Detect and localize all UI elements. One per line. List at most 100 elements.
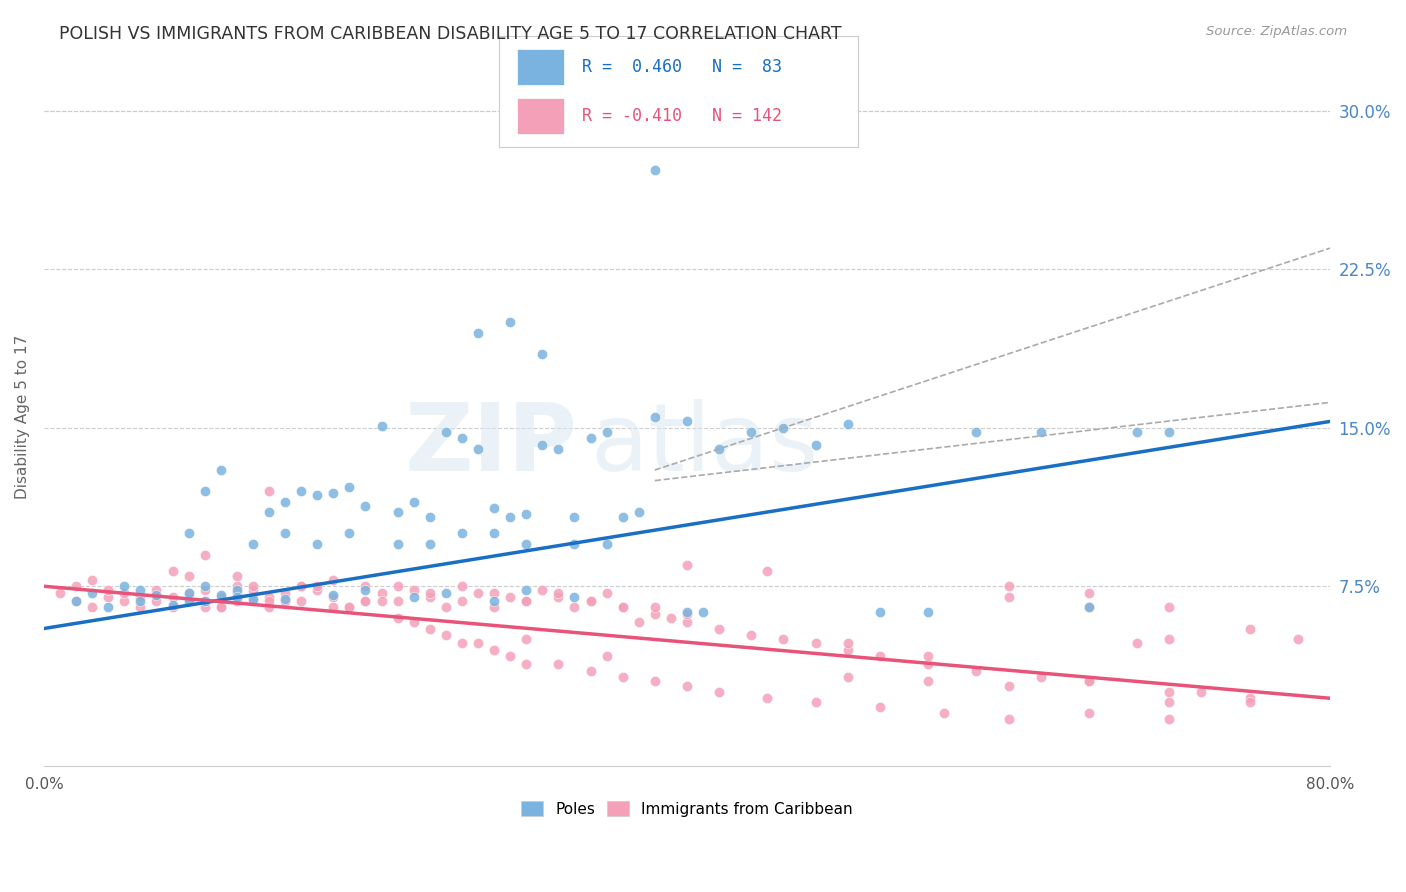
Legend: Poles, Immigrants from Caribbean: Poles, Immigrants from Caribbean <box>513 794 860 824</box>
Point <box>676 558 699 573</box>
Point <box>209 600 232 615</box>
Point <box>997 579 1019 593</box>
Point <box>804 636 827 650</box>
Point <box>482 594 505 608</box>
Point <box>129 583 152 598</box>
Point <box>1077 585 1099 599</box>
Point <box>451 594 474 608</box>
Point <box>434 600 457 615</box>
Point <box>290 484 312 499</box>
Point <box>49 585 72 599</box>
Point <box>531 438 554 452</box>
Point <box>1159 712 1181 726</box>
Point <box>482 585 505 599</box>
Point <box>354 579 377 593</box>
Point <box>97 600 120 615</box>
Point <box>451 526 474 541</box>
Point <box>402 583 425 598</box>
Point <box>274 594 297 608</box>
Point <box>1159 696 1181 710</box>
Point <box>451 579 474 593</box>
Point <box>564 600 586 615</box>
Point <box>112 594 135 608</box>
Point <box>387 537 409 551</box>
Point <box>1077 706 1099 720</box>
Point <box>97 583 120 598</box>
Point <box>257 590 280 604</box>
Point <box>225 590 247 604</box>
Point <box>499 315 522 329</box>
Point <box>387 611 409 625</box>
Point <box>257 505 280 519</box>
Point <box>869 605 891 619</box>
Point <box>934 706 956 720</box>
Point <box>1286 632 1309 646</box>
Point <box>274 526 297 541</box>
Point <box>644 674 666 689</box>
Point <box>869 648 891 663</box>
Point <box>595 537 617 551</box>
Point <box>692 605 714 619</box>
Point <box>564 590 586 604</box>
Point <box>129 594 152 608</box>
Point <box>274 585 297 599</box>
Point <box>997 712 1019 726</box>
Point <box>434 585 457 599</box>
Point <box>370 585 392 599</box>
Point <box>612 509 634 524</box>
Point <box>242 591 264 606</box>
Point <box>145 583 167 598</box>
Point <box>740 425 762 439</box>
Point <box>1126 425 1149 439</box>
Point <box>194 594 217 608</box>
Point <box>612 600 634 615</box>
Point <box>547 585 569 599</box>
Point <box>772 632 794 646</box>
Text: R =  0.460   N =  83: R = 0.460 N = 83 <box>582 58 782 76</box>
Point <box>257 594 280 608</box>
Point <box>162 565 184 579</box>
Point <box>209 600 232 615</box>
Point <box>644 600 666 615</box>
Point <box>644 163 666 178</box>
Point <box>756 691 779 706</box>
Point <box>707 685 730 699</box>
Point <box>307 583 329 598</box>
FancyBboxPatch shape <box>517 98 564 134</box>
Point <box>370 418 392 433</box>
Point <box>579 664 602 678</box>
Point <box>837 417 859 431</box>
Point <box>547 442 569 456</box>
Point <box>177 526 200 541</box>
Point <box>242 594 264 608</box>
Point <box>564 537 586 551</box>
Point <box>225 583 247 598</box>
Point <box>290 594 312 608</box>
Point <box>242 583 264 598</box>
Point <box>612 670 634 684</box>
Point <box>65 594 87 608</box>
Point <box>837 642 859 657</box>
Point <box>209 590 232 604</box>
Point <box>595 585 617 599</box>
Point <box>274 594 297 608</box>
Point <box>194 600 217 615</box>
Point <box>804 438 827 452</box>
Text: atlas: atlas <box>591 399 818 491</box>
Point <box>499 509 522 524</box>
Text: R = -0.410   N = 142: R = -0.410 N = 142 <box>582 107 782 125</box>
Point <box>917 674 939 689</box>
Point <box>837 636 859 650</box>
Point <box>1029 670 1052 684</box>
Point <box>112 579 135 593</box>
Point <box>869 699 891 714</box>
Point <box>482 642 505 657</box>
Point <box>917 648 939 663</box>
Point <box>707 622 730 636</box>
Point <box>177 568 200 582</box>
Point <box>82 600 104 615</box>
Point <box>434 425 457 439</box>
Point <box>676 605 699 619</box>
Point <box>917 605 939 619</box>
Point <box>419 585 441 599</box>
